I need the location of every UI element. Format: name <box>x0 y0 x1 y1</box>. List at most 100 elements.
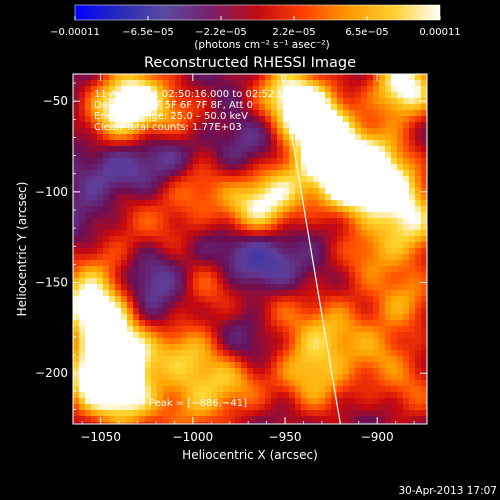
heatmap-cell <box>277 152 284 159</box>
heatmap-cell <box>85 140 92 147</box>
heatmap-cell <box>403 212 410 219</box>
heatmap-cell <box>349 194 356 201</box>
heatmap-cell <box>211 242 218 249</box>
heatmap-cell <box>235 350 242 357</box>
heatmap-cell <box>271 374 278 381</box>
heatmap-cell <box>73 146 80 153</box>
heatmap-cell <box>73 200 80 207</box>
heatmap-cell <box>385 320 392 327</box>
heatmap-cell <box>79 170 86 177</box>
heatmap-cell <box>289 182 296 189</box>
heatmap-cell <box>325 314 332 321</box>
heatmap-cell <box>259 386 266 393</box>
heatmap-cell <box>253 272 260 279</box>
heatmap-cell <box>385 98 392 105</box>
heatmap-cell <box>175 284 182 291</box>
heatmap-cell <box>343 146 350 153</box>
heatmap-cell <box>115 290 122 297</box>
heatmap-cell <box>187 200 194 207</box>
heatmap-cell <box>103 356 110 363</box>
heatmap-cell <box>385 302 392 309</box>
heatmap-cell <box>187 158 194 165</box>
heatmap-cell <box>295 80 302 87</box>
heatmap-cell <box>187 146 194 153</box>
heatmap-cell <box>127 362 134 369</box>
heatmap-cell <box>97 122 104 129</box>
heatmap-cell <box>151 296 158 303</box>
heatmap-cell <box>319 200 326 207</box>
heatmap-cell <box>109 278 116 285</box>
heatmap-cell <box>367 410 374 417</box>
heatmap-cell <box>229 290 236 297</box>
heatmap-cell <box>307 422 314 424</box>
heatmap-cell <box>85 344 92 351</box>
heatmap-cell <box>79 74 86 81</box>
heatmap-cell <box>133 332 140 339</box>
heatmap-cell <box>415 194 422 201</box>
heatmap-cell <box>199 188 206 195</box>
heatmap-cell <box>103 332 110 339</box>
heatmap-cell <box>349 92 356 99</box>
heatmap-cell <box>121 224 128 231</box>
heatmap-cell <box>247 176 254 183</box>
heatmap-cell <box>331 278 338 285</box>
heatmap-cell <box>139 200 146 207</box>
heatmap-cell <box>121 152 128 159</box>
heatmap-cell <box>103 350 110 357</box>
heatmap-cell <box>331 380 338 387</box>
heatmap-cell <box>265 206 272 213</box>
heatmap-cell <box>175 332 182 339</box>
heatmap-cell <box>307 386 314 393</box>
heatmap-cell <box>313 74 320 81</box>
heatmap-cell <box>331 128 338 135</box>
heatmap-cell <box>259 110 266 117</box>
heatmap-cell <box>391 374 398 381</box>
heatmap-cell <box>403 344 410 351</box>
heatmap-cell <box>301 176 308 183</box>
heatmap-cell <box>79 410 86 417</box>
heatmap-cell <box>403 200 410 207</box>
heatmap-cell <box>217 236 224 243</box>
heatmap-cell <box>121 200 128 207</box>
heatmap-cell <box>403 182 410 189</box>
heatmap-cell <box>151 146 158 153</box>
heatmap-cell <box>181 200 188 207</box>
heatmap-cell <box>337 404 344 411</box>
heatmap-cell <box>289 116 296 123</box>
heatmap-cell <box>403 116 410 123</box>
heatmap-cell <box>115 398 122 405</box>
heatmap-cell <box>337 194 344 201</box>
heatmap-cell <box>331 230 338 237</box>
heatmap-cell <box>307 176 314 183</box>
heatmap-cell <box>217 392 224 399</box>
heatmap-cell <box>217 116 224 123</box>
heatmap-cell <box>121 398 128 405</box>
heatmap-cell <box>319 152 326 159</box>
heatmap-cell <box>145 242 152 249</box>
heatmap-cell <box>163 74 170 81</box>
heatmap-cell <box>157 80 164 87</box>
heatmap-cell <box>253 296 260 303</box>
heatmap-cell <box>193 176 200 183</box>
heatmap-cell <box>277 158 284 165</box>
heatmap-cell <box>235 218 242 225</box>
heatmap-cell <box>241 308 248 315</box>
heatmap-cell <box>409 134 416 141</box>
heatmap-cell <box>325 392 332 399</box>
heatmap-cell <box>133 296 140 303</box>
heatmap-cell <box>265 332 272 339</box>
heatmap-cell <box>253 314 260 321</box>
heatmap-cell <box>313 266 320 273</box>
heatmap-cell <box>253 248 260 255</box>
heatmap-cell <box>343 224 350 231</box>
heatmap-cell <box>115 344 122 351</box>
heatmap-cell <box>229 332 236 339</box>
heatmap-cell <box>163 386 170 393</box>
heatmap-cell <box>79 146 86 153</box>
heatmap-cell <box>211 230 218 237</box>
heatmap-cell <box>307 140 314 147</box>
heatmap-cell <box>397 218 404 225</box>
heatmap-cell <box>367 254 374 261</box>
heatmap-cell <box>397 380 404 387</box>
heatmap-cell <box>157 188 164 195</box>
